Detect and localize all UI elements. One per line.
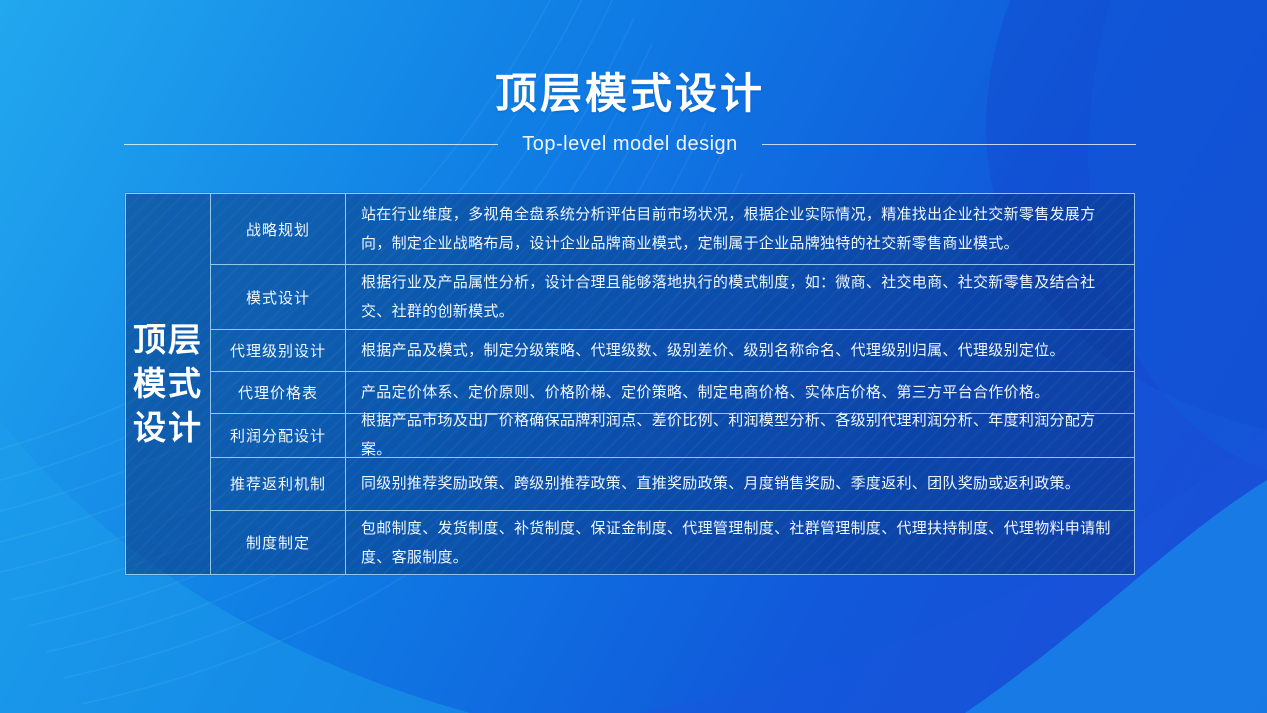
group-header-line: 模式	[133, 365, 203, 402]
row-label: 推荐返利机制	[211, 457, 346, 511]
table-group-header: 顶层 模式 设计	[126, 194, 211, 574]
header: 顶层模式设计 Top-level model design	[124, 60, 1136, 156]
table-row: 利润分配设计 根据产品市场及出厂价格确保品牌利润点、差价比例、利润模型分析、各级…	[211, 412, 1134, 459]
row-content: 同级别推荐奖励政策、跨级别推荐政策、直推奖励政策、月度销售奖励、季度返利、团队奖…	[361, 475, 1081, 493]
row-content: 根据产品及模式，制定分级策略、代理级数、级别差价、级别名称命名、代理级别归属、代…	[361, 342, 1065, 360]
row-label: 利润分配设计	[211, 413, 346, 457]
subtitle-line-right	[761, 144, 1136, 145]
table-row: 制度制定 包邮制度、发货制度、补货制度、保证金制度、代理管理制度、社群管理制度、…	[211, 511, 1134, 575]
row-label: 代理价格表	[211, 371, 346, 413]
row-content: 根据产品市场及出厂价格确保品牌利润点、差价比例、利润模型分析、各级别代理利润分析…	[361, 412, 1096, 459]
group-header-line: 设计	[133, 409, 203, 446]
subtitle-line-left	[124, 144, 499, 145]
row-content: 站在行业维度，多视角全盘系统分析评估目前市场状况，根据企业实际情况，精准找出企业…	[361, 206, 1096, 253]
row-label: 制度制定	[211, 511, 346, 575]
table-row: 代理级别设计 根据产品及模式，制定分级策略、代理级数、级别差价、级别名称命名、代…	[211, 330, 1134, 372]
page-subtitle: Top-level model design	[522, 133, 738, 155]
row-content: 根据行业及产品属性分析，设计合理且能够落地执行的模式制度，如：微商、社交电商、社…	[361, 274, 1096, 321]
row-label: 模式设计	[211, 265, 346, 330]
subtitle-row: Top-level model design	[124, 133, 1136, 156]
row-content: 包邮制度、发货制度、补货制度、保证金制度、代理管理制度、社群管理制度、代理扶持制…	[361, 519, 1111, 566]
table-rows: 战略规划 站在行业维度，多视角全盘系统分析评估目前市场状况，根据企业实际情况，精…	[211, 194, 1134, 575]
top-level-design-table: 顶层 模式 设计 战略规划 站在行业维度，多视角全盘系统分析评估目前市场状况，根…	[125, 193, 1135, 575]
group-header-line: 顶层	[133, 321, 203, 358]
row-label: 代理级别设计	[211, 330, 346, 371]
table-row: 模式设计 根据行业及产品属性分析，设计合理且能够落地执行的模式制度，如：微商、社…	[211, 265, 1134, 331]
table-row: 推荐返利机制 同级别推荐奖励政策、跨级别推荐政策、直推奖励政策、月度销售奖励、季…	[211, 457, 1134, 512]
table-row: 战略规划 站在行业维度，多视角全盘系统分析评估目前市场状况，根据企业实际情况，精…	[211, 194, 1134, 266]
row-content: 产品定价体系、定价原则、价格阶梯、定价策略、制定电商价格、实体店价格、第三方平台…	[361, 383, 1050, 401]
page-title: 顶层模式设计	[494, 70, 765, 117]
table-row: 代理价格表 产品定价体系、定价原则、价格阶梯、定价策略、制定电商价格、实体店价格…	[211, 371, 1134, 414]
row-label: 战略规划	[211, 194, 346, 265]
